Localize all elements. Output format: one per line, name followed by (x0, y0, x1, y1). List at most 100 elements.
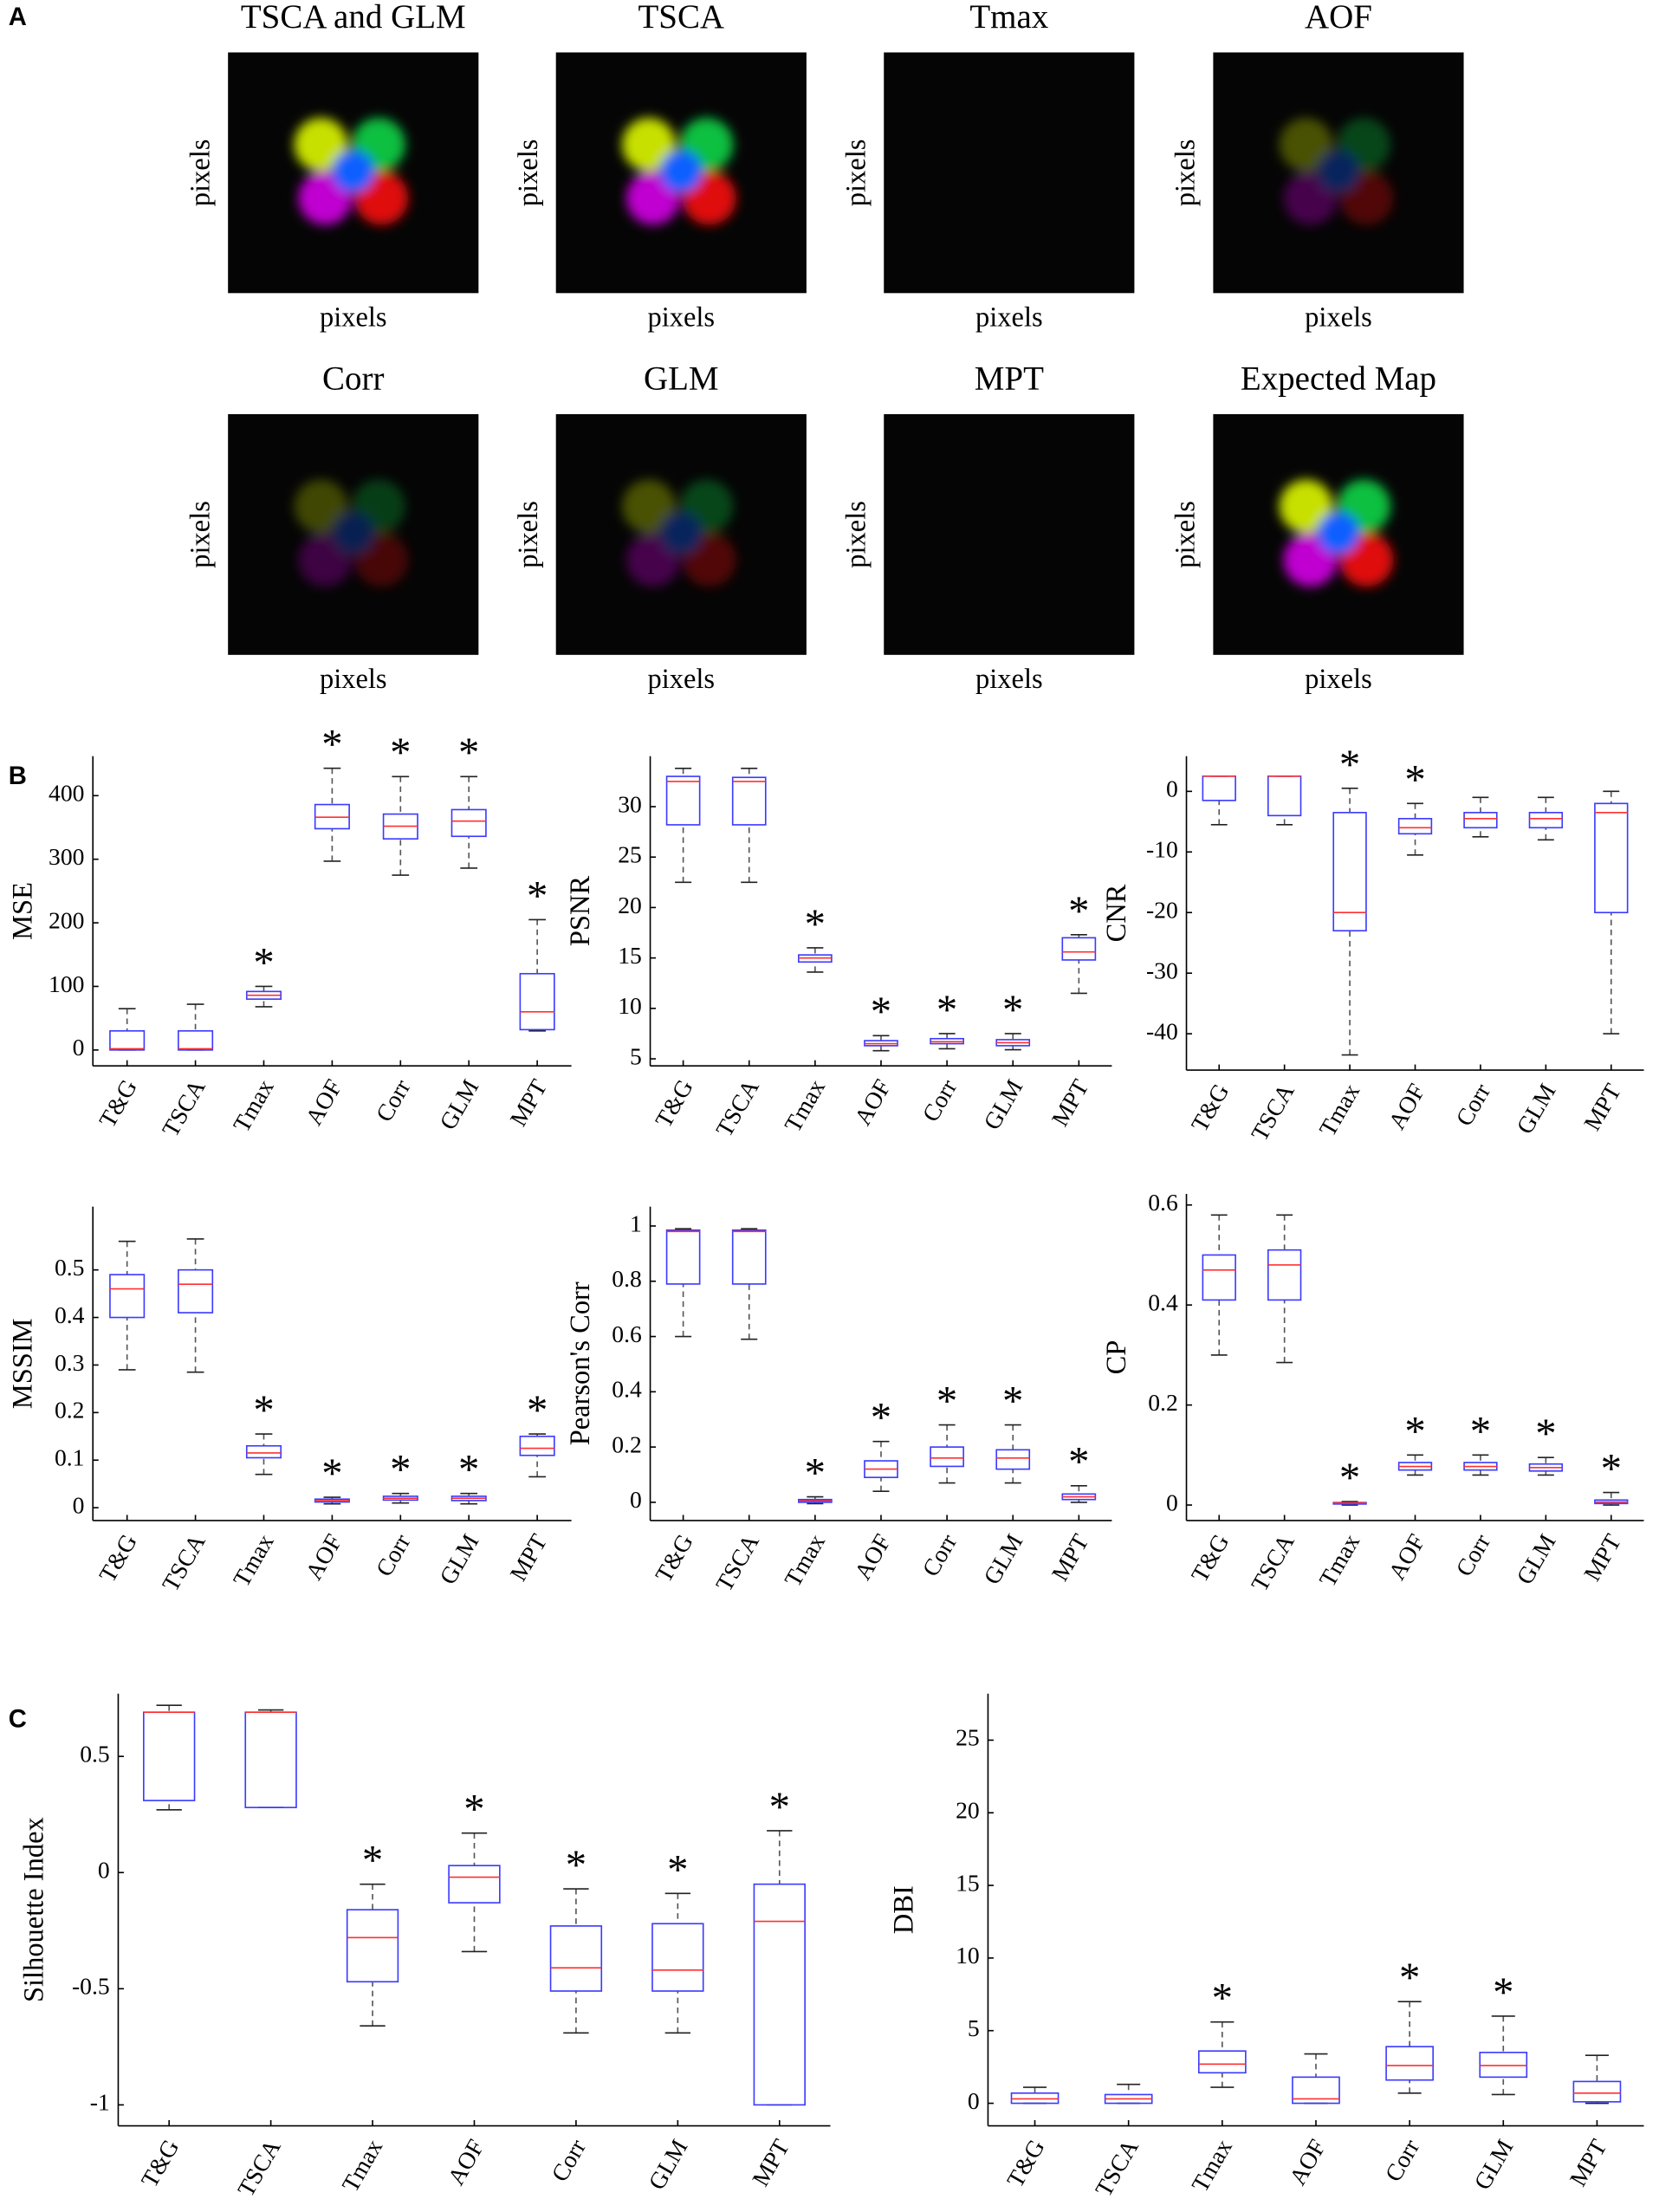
map-xlabel: pixels (975, 664, 1043, 695)
y-tick-label: 5 (968, 2014, 980, 2041)
blob (1317, 150, 1360, 193)
significance-marker: * (1404, 756, 1425, 803)
significance-marker: * (527, 1386, 548, 1433)
box (1385, 2046, 1434, 2081)
box (549, 1925, 603, 1992)
x-tick-label: Corr (1379, 2135, 1424, 2186)
map-title: Expected Map (1241, 360, 1436, 398)
box (1479, 2052, 1528, 2079)
y-tick-label: 0.4 (55, 1301, 85, 1328)
x-tick-label: GLM (1511, 1529, 1561, 1589)
blob (988, 150, 1030, 192)
significance-marker: * (936, 986, 957, 1033)
x-tick-label: Corr (917, 1074, 962, 1125)
box (1528, 812, 1564, 829)
blob (988, 512, 1030, 555)
box (1197, 2050, 1247, 2074)
x-tick-label: AOF (1383, 1529, 1429, 1584)
significance-marker: * (871, 1394, 891, 1441)
map-xlabel: pixels (1305, 664, 1372, 695)
x-tick-label: Tmax (336, 2135, 387, 2196)
y-tick-label: 20 (956, 1797, 980, 1824)
map-blobs (1279, 118, 1394, 225)
box (731, 776, 767, 826)
box (1397, 818, 1433, 835)
significance-marker: * (321, 721, 342, 768)
y-tick-label: 0 (1166, 1489, 1178, 1515)
panel-label: C (9, 1705, 27, 1733)
significance-marker: * (1002, 986, 1023, 1033)
y-tick-label: 0.8 (612, 1265, 642, 1292)
map-ylabel: pixels (513, 139, 544, 207)
blob (622, 479, 676, 534)
map-blobs (294, 479, 409, 587)
x-tick-label: T&G (1001, 2135, 1050, 2192)
significance-marker: * (362, 1837, 383, 1884)
significance-marker: * (1339, 1454, 1360, 1501)
y-tick-label: 0 (98, 1857, 110, 1884)
box (1061, 937, 1097, 961)
blob (1279, 479, 1333, 534)
box (1267, 775, 1302, 817)
x-tick-label: MPT (1578, 1079, 1626, 1135)
significance-marker: * (1535, 1411, 1556, 1457)
x-tick-label: TSCA (232, 2135, 286, 2202)
x-tick-label: T&G (1185, 1079, 1234, 1136)
box (665, 1229, 701, 1285)
y-tick-label: 0.4 (612, 1376, 642, 1403)
y-tick-label: 25 (618, 841, 642, 868)
x-tick-label: T&G (650, 1529, 698, 1586)
y-tick-label: 0 (630, 1486, 642, 1513)
blob (622, 118, 676, 172)
map-xlabel: pixels (1305, 302, 1372, 334)
box (346, 1909, 399, 1983)
x-tick-label: TSCA (710, 1529, 764, 1596)
map-title: TSCA and GLM (241, 0, 466, 36)
significance-marker: * (805, 900, 826, 947)
x-tick-label: TSCA (1246, 1079, 1299, 1145)
y-tick-label: -40 (1146, 1017, 1178, 1044)
y-axis-label: DBI (889, 1885, 920, 1934)
significance-marker: * (390, 1446, 411, 1493)
map-image (884, 414, 1135, 655)
significance-marker: * (253, 1386, 274, 1433)
blob (1279, 118, 1333, 172)
y-tick-label: 1 (630, 1210, 642, 1236)
box (519, 1435, 555, 1456)
y-tick-label: -0.5 (72, 1973, 110, 2000)
x-tick-label: MPT (1046, 1074, 1093, 1131)
y-tick-label: -30 (1146, 957, 1178, 984)
significance-marker: * (1339, 741, 1360, 788)
box (143, 1711, 196, 1801)
significance-marker: * (458, 1446, 479, 1493)
x-tick-label: Corr (370, 1529, 415, 1580)
blob (332, 150, 375, 193)
x-tick-label: MPT (1578, 1529, 1626, 1586)
x-tick-label: TSCA (1090, 2135, 1144, 2202)
x-tick-label: T&G (94, 1529, 142, 1586)
box (753, 1883, 806, 2106)
y-tick-label: 0.2 (1148, 1389, 1178, 1416)
map-image (884, 52, 1135, 294)
x-tick-label: Tmax (1313, 1529, 1364, 1591)
y-tick-label: 0 (73, 1034, 85, 1061)
x-tick-label: Tmax (1313, 1079, 1364, 1140)
map-title: GLM (644, 360, 719, 398)
x-tick-label: T&G (1185, 1529, 1234, 1586)
box (930, 1446, 964, 1468)
x-tick-label: MPT (504, 1074, 552, 1131)
y-tick-label: 5 (630, 1042, 642, 1069)
panel-label: A (9, 3, 27, 31)
box (450, 808, 487, 838)
map-ylabel: pixels (1170, 139, 1202, 207)
x-tick-label: T&G (135, 2135, 184, 2192)
x-tick-label: AOF (300, 1529, 347, 1584)
box (1202, 1254, 1236, 1301)
x-tick-label: GLM (978, 1074, 1028, 1134)
box (1594, 802, 1629, 914)
box (244, 1711, 297, 1808)
box (519, 972, 555, 1031)
map-title: Corr (322, 360, 384, 398)
y-tick-label: 30 (618, 790, 642, 817)
